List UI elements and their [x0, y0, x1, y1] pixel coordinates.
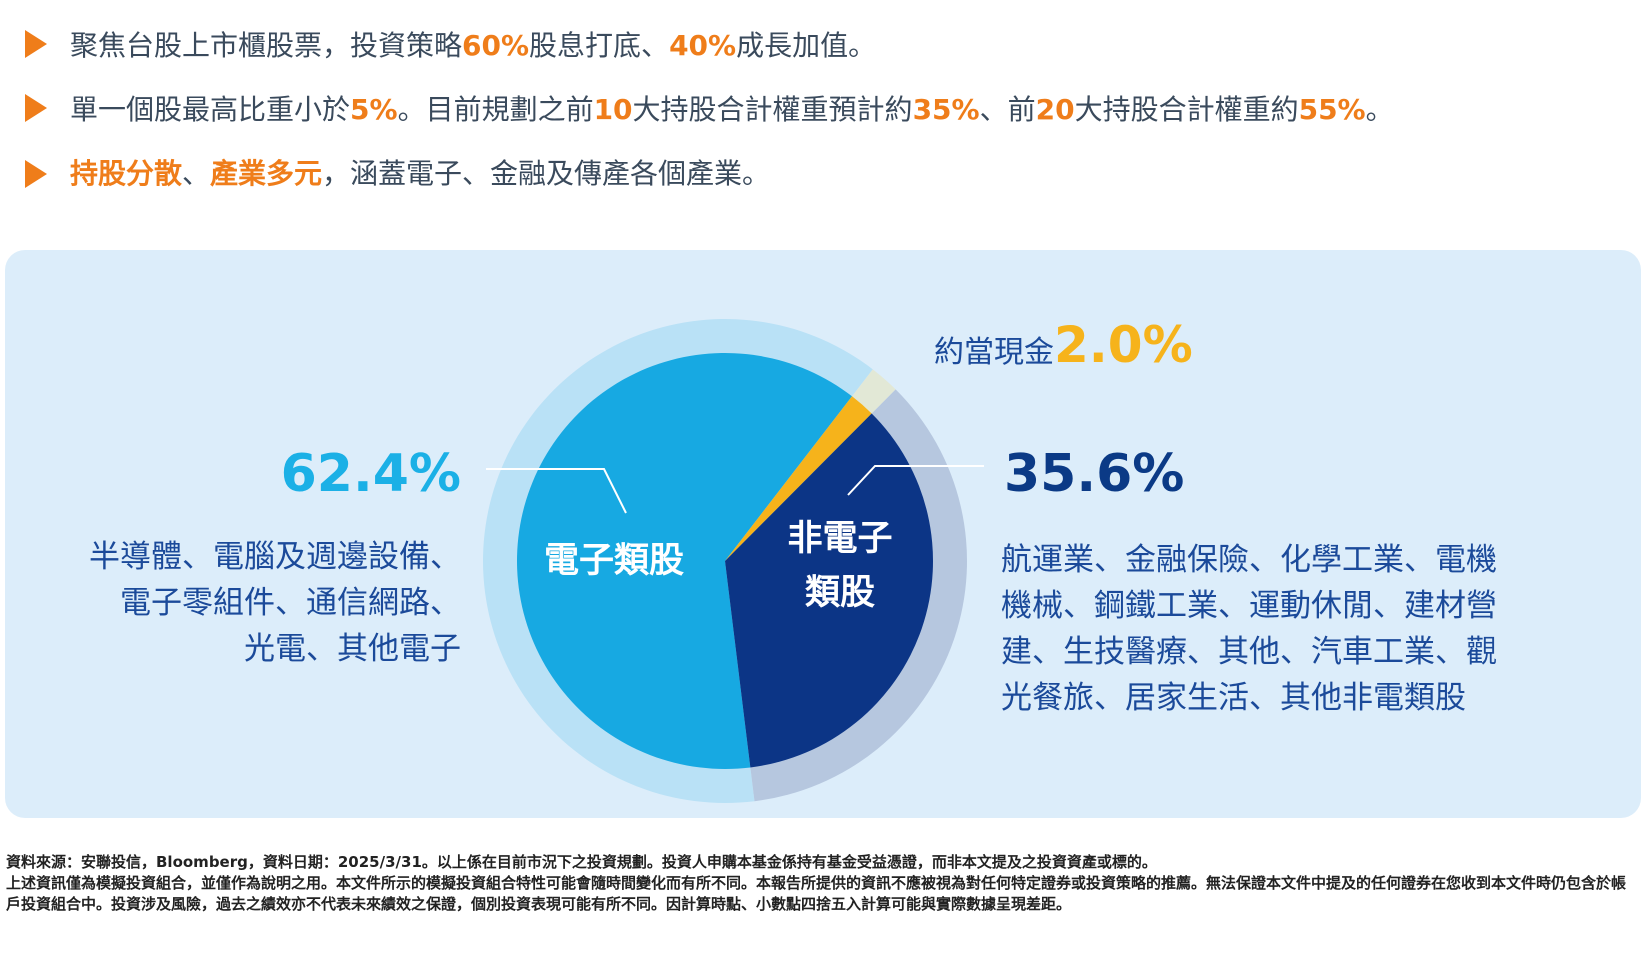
description: 半導體、電腦及週邊設備、電子零組件、通信網路、光電、其他電子: [89, 534, 461, 672]
text-run: 10: [593, 93, 633, 126]
text-run: 、前: [979, 93, 1036, 126]
text-run: 持股分散: [70, 157, 183, 190]
bullet-marker: [25, 94, 47, 122]
description-line: 電子零組件、通信網路、: [120, 585, 461, 621]
description: 航運業、金融保險、化學工業、電機 機械、鋼鐵工業、運動休閒、建材營 建、生技醫療、其…: [1001, 537, 1497, 721]
text-run: ，涵蓋電子、金融及傳產各個產業。: [322, 157, 771, 190]
text-run: 單一個股最高比重小於: [70, 93, 351, 126]
cash-label-group: 約當現金2.0%: [934, 316, 1193, 374]
value-label: 2.0%: [1054, 316, 1193, 374]
text-run: 20: [1035, 93, 1075, 126]
footer: 資料來源：安聯投信，Bloomberg，資料日期：2025/3/31。以上係在目…: [6, 852, 1636, 915]
text-run: 、: [182, 157, 211, 190]
leader-line: [486, 468, 627, 514]
text-run: 5%: [350, 93, 398, 126]
text-run: 。目前規劃之前: [397, 93, 594, 126]
text-run: 大持股合計權重預計約: [632, 93, 913, 126]
category-label: 電子類股: [544, 541, 685, 581]
description-line: 半導體、電腦及週邊設備、: [89, 539, 461, 575]
value-label: 35.6%: [1004, 444, 1185, 504]
category-label: 約當現金: [934, 335, 1054, 370]
leader-line: [847, 465, 984, 496]
source-note: 資料來源：安聯投信，Bloomberg，資料日期：2025/3/31。以上係在目…: [6, 853, 1157, 871]
description-line: 航運業、金融保險、化學工業、電機: [1001, 542, 1497, 578]
description-line: 光電、其他電子: [244, 631, 461, 667]
bullet-text: 單一個股最高比重小於5%。目前規劃之前10大持股合計權重預計約35%、前20大持…: [70, 88, 1394, 128]
pie-slices: [517, 352, 933, 769]
pie-slice: [517, 352, 853, 769]
text-run: 產業多元: [210, 157, 323, 190]
disclaimer: 上述資訊僅為模擬投資組合，並僅作為說明之用。本文件所示的模擬投資組合特性可能會隨…: [6, 874, 1627, 913]
bullet-marker: [25, 30, 47, 58]
text-run: 35%: [912, 93, 980, 126]
bullet-text: 聚焦台股上市櫃股票，投資策略60%股息打底、40%成長加值。: [70, 24, 876, 64]
text-run: 聚焦台股上市櫃股票，投資策略: [70, 29, 463, 62]
text-run: 。: [1365, 93, 1394, 126]
pie-slice: [725, 413, 933, 768]
text-run: 股息打底、: [529, 29, 670, 62]
bullet-text: 持股分散、產業多元，涵蓋電子、金融及傳產各個產業。: [70, 152, 770, 192]
value-label: 62.4%: [280, 444, 461, 504]
description-line: 光餐旅、居家生活、其他非電類股: [1001, 680, 1466, 716]
text-run: 大持股合計權重約: [1074, 93, 1299, 126]
pie-slice: [725, 396, 872, 561]
text-run: 40%: [669, 29, 737, 62]
description-line: 建、生技醫療、其他、汽車工業、觀: [1001, 634, 1497, 670]
text-run: 55%: [1298, 93, 1366, 126]
description-line: 機械、鋼鐵工業、運動休閒、建材營: [1001, 588, 1497, 624]
bullet-marker: [25, 160, 47, 188]
text-run: 成長加值。: [736, 29, 877, 62]
text-run: 60%: [462, 29, 530, 62]
category-label: 非電子類股: [787, 519, 893, 613]
